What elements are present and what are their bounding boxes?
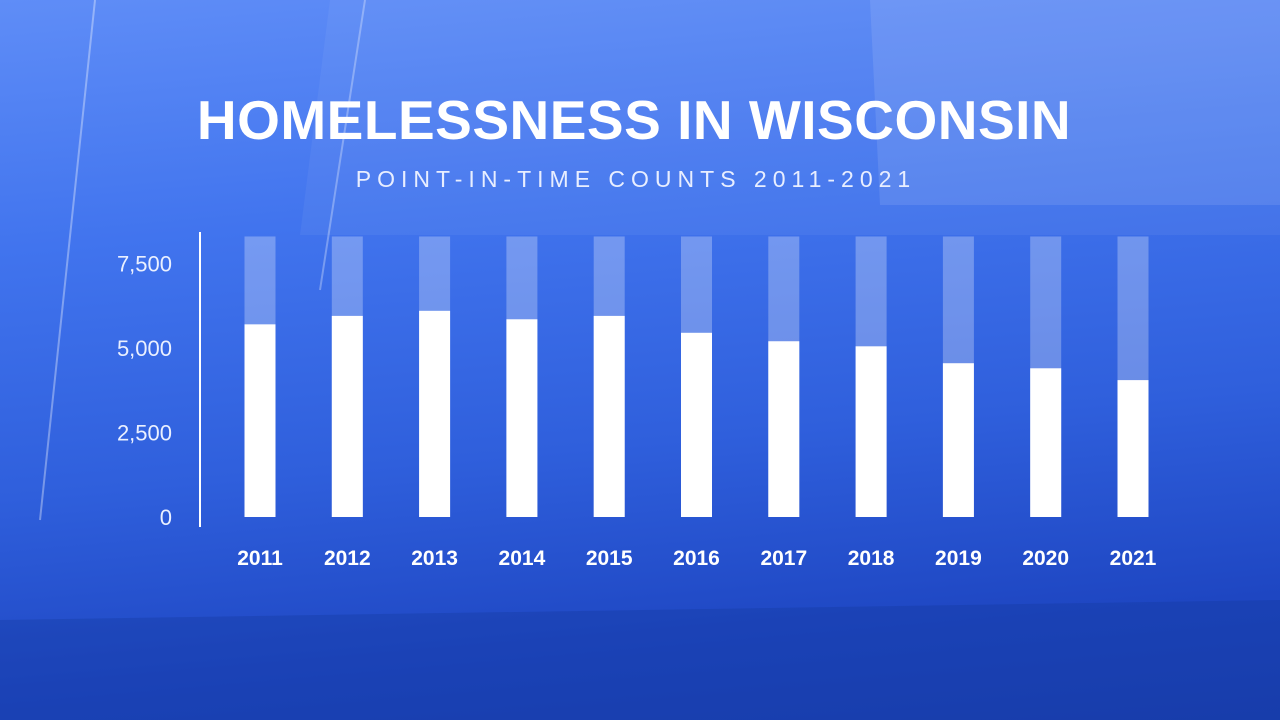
y-tick-label: 2,500 [117,421,172,446]
y-tick-label: 0 [160,505,172,530]
y-tick-label: 7,500 [117,252,172,277]
x-tick-label: 2015 [586,547,633,570]
bar-2018 [855,346,887,517]
bar-2021 [1117,380,1149,517]
bar-2011 [244,324,276,517]
x-tick-label: 2012 [324,547,371,570]
bars [244,236,1149,517]
bar-2019 [942,363,974,517]
y-tick-label: 5,000 [117,336,172,361]
bar-2016 [681,332,712,517]
x-tick-label: 2011 [237,547,283,570]
x-tick-label: 2018 [848,547,895,570]
bar-2012 [331,315,363,517]
chart-title: HOMELESSNESS IN WISCONSIN [196,89,1072,151]
x-tick-label: 2014 [499,547,546,570]
x-tick-label: 2019 [935,547,982,570]
x-axis-labels: 2011 2012 2013 2014 2015 2016 2017 2018 2019 2020… [237,547,1156,570]
bar-2013 [419,310,451,517]
x-tick-label: 2013 [411,547,458,570]
bar-2015 [593,315,625,517]
bar-2017 [768,341,800,517]
x-tick-label: 2020 [1022,547,1069,570]
bar-2014 [506,319,538,517]
x-tick-label: 2016 [673,547,720,570]
x-tick-label: 2017 [760,547,807,570]
y-axis-ticks: 0 2,500 5,000 7,500 [117,252,172,531]
x-tick-label: 2021 [1110,547,1157,570]
bar-2020 [1030,368,1062,517]
chart-subtitle: POINT-IN-TIME COUNTS 2011-2021 [355,166,917,192]
